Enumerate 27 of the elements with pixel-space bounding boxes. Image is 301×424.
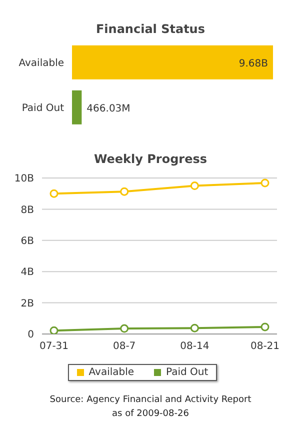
- x-tick-label: 08-7: [112, 341, 136, 352]
- x-tick-label: 08-21: [250, 341, 280, 352]
- source-note: Source: Agency Financial and Activity Report as of 2009-08-26: [48, 394, 252, 421]
- y-tick-label: 4B: [20, 267, 34, 278]
- legend-label: Paid Out: [165, 367, 208, 378]
- legend-label: Available: [88, 367, 134, 378]
- chart-title: Weekly Progress: [92, 152, 208, 166]
- x-tick-label: 07-31: [39, 341, 69, 352]
- point: [120, 324, 129, 333]
- x-tick-label: 08-14: [180, 341, 210, 352]
- y-tick-label: 10B: [14, 174, 34, 185]
- point: [120, 187, 129, 196]
- y-tick-label: Available: [18, 58, 64, 70]
- point: [50, 326, 58, 334]
- y-tick-label: Paid Out: [22, 103, 64, 114]
- y-tick-label: 8B: [20, 204, 34, 216]
- y-tick-label: 6B: [20, 236, 34, 247]
- data-label: 466.03M: [86, 103, 130, 114]
- point: [190, 324, 199, 332]
- y-tick-label: 0: [28, 330, 34, 341]
- point: [260, 322, 270, 332]
- point: [260, 178, 270, 188]
- chart-title: Financial Status: [94, 22, 206, 36]
- data-label: 9.68B: [238, 58, 268, 70]
- point: [50, 189, 58, 198]
- y-tick-label: 2B: [20, 298, 34, 310]
- point: [190, 182, 199, 190]
